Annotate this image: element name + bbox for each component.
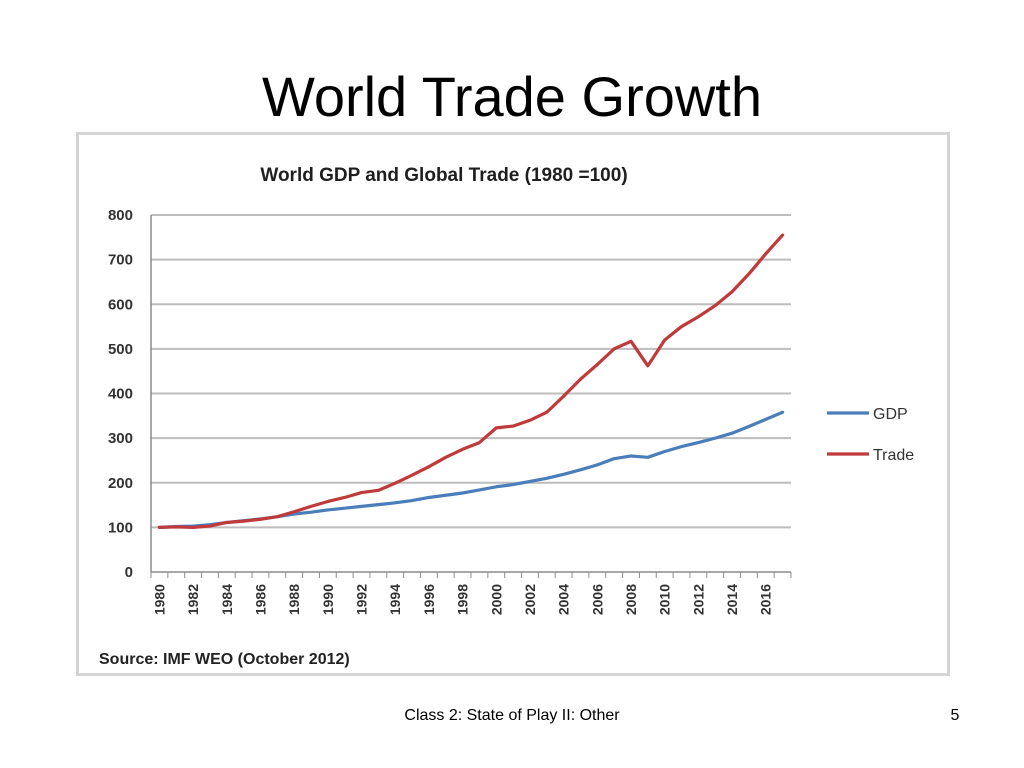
x-tick-label: 1988 xyxy=(286,584,302,615)
x-tick-label: 2010 xyxy=(657,584,673,615)
y-tick-label: 600 xyxy=(108,296,133,313)
x-tick-label: 2008 xyxy=(623,584,639,615)
x-tick-label: 2006 xyxy=(589,584,605,615)
y-tick-label: 100 xyxy=(108,519,133,536)
y-tick-label: 500 xyxy=(108,341,133,358)
page-number: 5 xyxy=(950,707,960,724)
x-tick-label: 2000 xyxy=(488,584,504,615)
chart-legend: GDP Trade xyxy=(827,406,914,464)
x-tick-label: 2012 xyxy=(690,584,706,615)
slide-title: World Trade Growth xyxy=(261,65,763,128)
y-tick-label: 0 xyxy=(125,564,133,581)
x-tick-label: 1990 xyxy=(320,584,336,615)
x-tick-label: 1998 xyxy=(455,584,471,615)
series-line-gdp xyxy=(157,410,785,529)
chart-source: Source: IMF WEO (October 2012) xyxy=(99,651,350,668)
series-line-trade xyxy=(157,233,785,529)
chart-series xyxy=(157,233,785,529)
x-tick-label: 1984 xyxy=(219,584,235,615)
x-tick-label: 2004 xyxy=(556,584,572,615)
chart-axes: 0 100 200 300 400 500 600 700 800 1980 1982 1984 198… xyxy=(108,207,792,615)
line-chart: World GDP and Global Trade (1980 =100) 0… xyxy=(99,165,914,668)
chart-title: World GDP and Global Trade (1980 =100) xyxy=(260,165,627,186)
slide-footer: Class 2: State of Play II: Other xyxy=(404,707,620,724)
y-tick-label: 400 xyxy=(108,386,133,403)
x-tick-label: 2014 xyxy=(724,584,740,615)
chart-frame: World GDP and Global Trade (1980 =100) 0… xyxy=(76,132,950,676)
y-tick-label: 700 xyxy=(108,252,133,269)
legend-label-gdp: GDP xyxy=(873,406,908,423)
x-tick-label: 1992 xyxy=(354,584,370,615)
y-tick-label: 200 xyxy=(108,475,133,492)
grid-lines xyxy=(151,214,791,529)
legend-label-trade: Trade xyxy=(873,447,914,464)
x-tick-label: 1996 xyxy=(421,584,437,615)
x-tick-label: 1986 xyxy=(252,584,268,615)
x-tick-label: 2002 xyxy=(522,584,538,615)
x-tick-label: 1994 xyxy=(387,584,403,615)
y-tick-label: 800 xyxy=(108,207,133,224)
x-tick-label: 1980 xyxy=(151,584,167,615)
x-tick-label: 2016 xyxy=(758,584,774,615)
y-tick-label: 300 xyxy=(108,430,133,447)
x-tick-label: 1982 xyxy=(185,584,201,615)
